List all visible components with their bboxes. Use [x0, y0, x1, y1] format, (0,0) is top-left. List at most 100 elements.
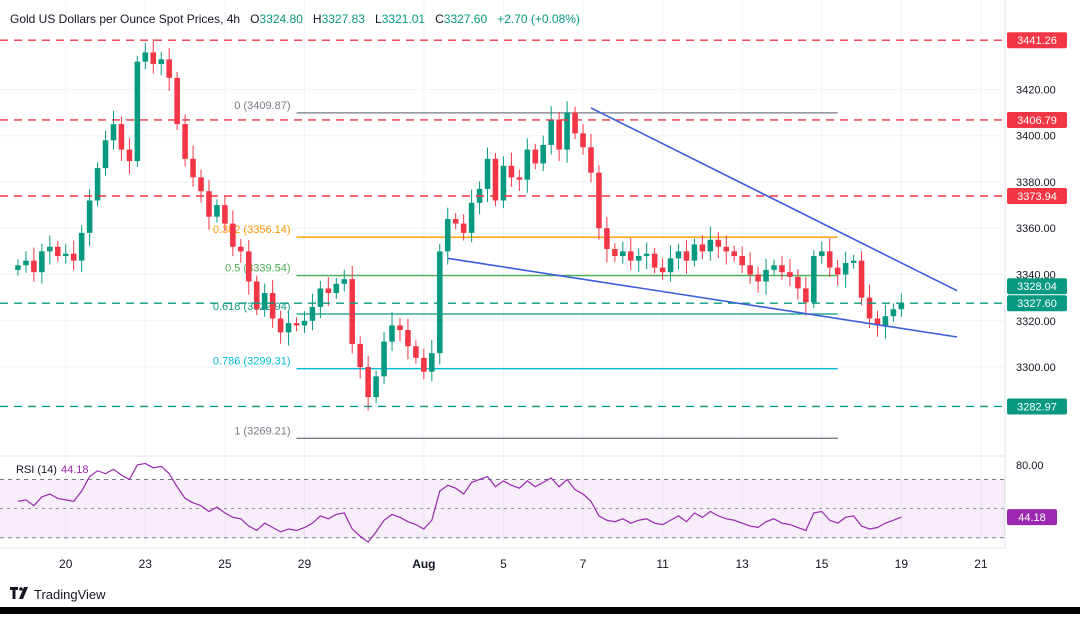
candle-body	[70, 253, 77, 261]
y-tick-label: 3400.00	[1016, 131, 1056, 143]
candle-body	[627, 251, 634, 261]
candle-body	[341, 279, 348, 284]
candle-body	[277, 318, 284, 333]
candle-body	[166, 59, 172, 78]
candle-body	[269, 293, 276, 319]
candle-body	[516, 177, 523, 180]
level-price-tag: 3406.79	[1017, 115, 1057, 127]
candle-body	[763, 269, 769, 282]
candle-body	[317, 288, 324, 307]
candle-body	[532, 149, 539, 164]
x-tick-label: 20	[59, 557, 73, 571]
x-tick-label: 23	[139, 557, 153, 571]
y-tick-label: 3420.00	[1016, 84, 1056, 96]
candle-body	[452, 218, 459, 224]
candle-body	[596, 172, 602, 229]
symbol-title: Gold US Dollars per Ounce Spot Prices, 4…	[10, 12, 241, 26]
level-price-tag-bg	[1007, 187, 1067, 204]
candle-body	[659, 267, 666, 273]
candle-body	[206, 191, 212, 217]
tradingview-logo-icon	[10, 586, 30, 602]
candle-body	[54, 246, 61, 257]
candle-body	[548, 119, 554, 145]
candle-body	[421, 357, 427, 372]
candle-body	[620, 251, 626, 257]
symbol-header: Gold US Dollars per Ounce Spot Prices, 4…	[10, 12, 580, 26]
change-value: +2.70 (+0.08%)	[497, 12, 580, 26]
candle-body	[102, 140, 109, 169]
candle-body	[556, 119, 562, 150]
level-price-tag-bg	[1007, 32, 1067, 49]
candle-body	[389, 325, 395, 342]
candle-body	[484, 158, 491, 189]
candle-body	[365, 367, 371, 398]
fib-label-0.5: 0.5 (3339.54)	[225, 263, 290, 275]
candle-body	[436, 251, 443, 354]
candle-body	[580, 133, 586, 148]
candle-body	[731, 251, 738, 257]
x-tick-label: Aug	[412, 557, 435, 571]
rsi-line	[17, 462, 902, 543]
candle-body	[643, 253, 650, 257]
bottom-bar	[0, 607, 1080, 614]
rsi-name: RSI (14)	[16, 464, 57, 476]
candle-body	[381, 341, 387, 377]
candle-body	[285, 323, 292, 333]
candle-body	[723, 246, 730, 252]
close-value: 3327.60	[443, 12, 488, 26]
candle-body	[309, 306, 316, 321]
candle-body	[588, 147, 594, 173]
candle-body	[86, 200, 93, 233]
candle-body	[508, 165, 515, 178]
candle-body	[214, 205, 220, 217]
candle-body	[62, 253, 69, 257]
candle-body	[39, 251, 45, 273]
candle-body	[803, 288, 809, 303]
close-label: C	[435, 12, 444, 26]
current-price-tag-bg	[1007, 295, 1067, 312]
candle-body	[460, 223, 467, 233]
candle-body	[572, 112, 578, 134]
candle-body	[110, 124, 117, 141]
rsi-band	[0, 479, 1005, 538]
candle-body	[230, 223, 236, 247]
candle-body	[811, 256, 817, 303]
fib-label-1: 1 (3269.21)	[234, 425, 290, 437]
candle-body	[818, 251, 825, 257]
candle-body	[699, 244, 706, 252]
candle-body	[524, 149, 531, 180]
candle-body	[397, 325, 403, 331]
candle-body	[834, 267, 841, 275]
candle-body	[651, 253, 658, 268]
level-price-tag: 3373.94	[1017, 191, 1057, 203]
candle-body	[429, 353, 435, 372]
rsi-legend: RSI (14) 44.18	[16, 464, 89, 476]
candle-body	[739, 256, 745, 266]
candle-body	[842, 262, 849, 275]
candle-body	[174, 77, 180, 125]
fib-label-0.786: 0.786 (3299.31)	[213, 356, 291, 368]
level-price-tag: 3282.97	[1017, 401, 1057, 413]
y-tick-label: 3380.00	[1016, 177, 1056, 189]
candle-body	[118, 124, 125, 150]
candle-body	[325, 288, 332, 294]
candle-body	[707, 239, 714, 252]
x-tick-label: 15	[815, 557, 829, 571]
open-label: O	[250, 12, 260, 26]
candle-body	[675, 251, 682, 259]
level-price-tag: 3441.26	[1017, 35, 1057, 47]
trendline	[447, 257, 958, 338]
candle-body	[253, 281, 260, 310]
candle-body	[182, 124, 188, 159]
candle-body	[261, 293, 268, 310]
candle-body	[301, 320, 308, 326]
level-price-tag-bg	[1007, 398, 1067, 415]
tradingview-brand[interactable]: TradingView	[10, 584, 106, 604]
candle-body	[826, 251, 833, 268]
x-tick-label: 29	[298, 557, 312, 571]
rsi-value-tag: 44.18	[1018, 512, 1046, 524]
candle-body	[94, 168, 101, 201]
rsi-value: 44.18	[60, 464, 89, 476]
